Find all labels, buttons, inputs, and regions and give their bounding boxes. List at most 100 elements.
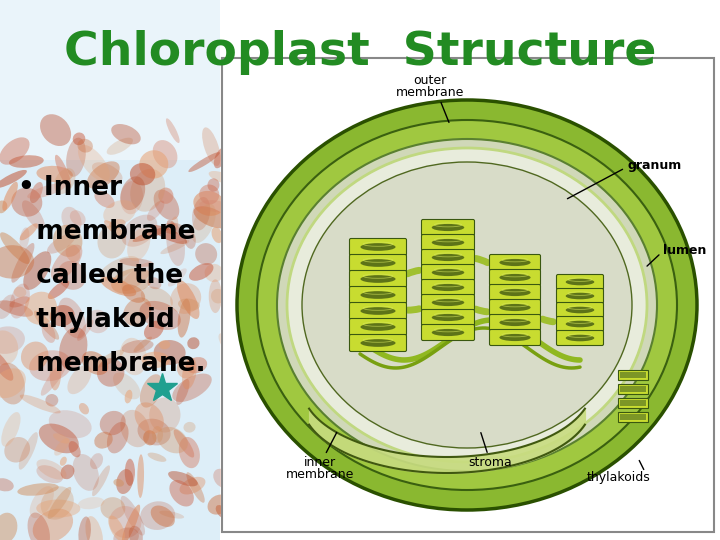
Ellipse shape (48, 487, 71, 519)
Ellipse shape (148, 453, 166, 462)
Ellipse shape (29, 350, 71, 381)
Ellipse shape (120, 258, 154, 267)
Ellipse shape (41, 487, 73, 519)
Ellipse shape (17, 483, 59, 496)
Ellipse shape (144, 321, 163, 340)
Ellipse shape (125, 458, 135, 486)
FancyBboxPatch shape (421, 219, 474, 235)
Ellipse shape (148, 277, 161, 289)
Ellipse shape (114, 479, 124, 487)
FancyBboxPatch shape (421, 265, 474, 280)
Ellipse shape (79, 403, 89, 414)
Ellipse shape (9, 155, 44, 168)
Ellipse shape (104, 220, 126, 238)
Ellipse shape (0, 478, 14, 491)
Ellipse shape (500, 259, 531, 266)
Ellipse shape (87, 161, 120, 189)
Ellipse shape (432, 269, 464, 276)
Ellipse shape (19, 432, 38, 470)
Ellipse shape (184, 229, 196, 249)
Ellipse shape (141, 352, 170, 368)
Ellipse shape (92, 163, 122, 183)
Ellipse shape (178, 299, 191, 338)
Ellipse shape (19, 224, 38, 240)
Ellipse shape (22, 200, 45, 230)
Ellipse shape (432, 299, 464, 306)
Ellipse shape (189, 152, 220, 172)
Ellipse shape (123, 298, 151, 326)
Bar (618, 398, 648, 408)
Ellipse shape (53, 433, 70, 443)
Ellipse shape (158, 187, 174, 204)
Bar (0, 0, 222, 540)
Ellipse shape (566, 307, 594, 313)
Ellipse shape (90, 453, 103, 469)
Ellipse shape (179, 437, 200, 468)
Bar (620, 414, 646, 420)
Ellipse shape (96, 350, 124, 368)
Ellipse shape (150, 225, 187, 244)
Ellipse shape (0, 170, 27, 188)
FancyBboxPatch shape (349, 319, 407, 335)
FancyBboxPatch shape (421, 309, 474, 326)
Ellipse shape (277, 139, 657, 471)
Ellipse shape (45, 394, 58, 407)
Ellipse shape (19, 395, 60, 414)
Ellipse shape (120, 338, 147, 375)
Text: thylakoids: thylakoids (586, 471, 650, 484)
Bar (0, 0, 222, 160)
Ellipse shape (86, 310, 109, 333)
Ellipse shape (213, 469, 231, 488)
Text: granum: granum (628, 159, 683, 172)
Ellipse shape (159, 511, 184, 518)
Ellipse shape (257, 120, 677, 490)
Ellipse shape (34, 310, 59, 340)
Bar (620, 386, 646, 392)
Ellipse shape (125, 390, 132, 403)
Ellipse shape (189, 263, 213, 281)
Ellipse shape (152, 426, 163, 443)
Ellipse shape (78, 516, 91, 540)
Ellipse shape (122, 262, 153, 291)
Ellipse shape (61, 207, 81, 233)
Ellipse shape (177, 280, 199, 319)
Ellipse shape (153, 190, 179, 220)
Ellipse shape (113, 373, 140, 400)
FancyBboxPatch shape (421, 294, 474, 310)
Text: called the: called the (18, 263, 183, 289)
FancyBboxPatch shape (490, 314, 541, 330)
Ellipse shape (500, 289, 531, 296)
Ellipse shape (40, 114, 71, 146)
Text: stroma: stroma (468, 456, 512, 469)
Ellipse shape (195, 243, 217, 265)
Ellipse shape (0, 232, 30, 264)
Ellipse shape (432, 314, 464, 321)
Ellipse shape (361, 275, 395, 283)
Ellipse shape (94, 191, 114, 208)
Ellipse shape (122, 284, 145, 303)
Ellipse shape (166, 223, 185, 266)
Ellipse shape (9, 284, 30, 319)
Ellipse shape (113, 528, 139, 540)
Ellipse shape (66, 138, 86, 177)
Ellipse shape (109, 506, 141, 538)
Ellipse shape (361, 243, 395, 251)
Ellipse shape (101, 276, 136, 296)
FancyBboxPatch shape (421, 280, 474, 295)
Ellipse shape (108, 516, 125, 540)
Ellipse shape (30, 182, 43, 203)
Ellipse shape (166, 118, 179, 143)
FancyBboxPatch shape (557, 274, 603, 289)
Ellipse shape (12, 243, 35, 283)
Text: membrane.: membrane. (18, 351, 206, 377)
Bar (620, 372, 646, 378)
Ellipse shape (103, 200, 136, 225)
Ellipse shape (0, 368, 26, 398)
Ellipse shape (99, 256, 139, 280)
Ellipse shape (176, 379, 189, 405)
Ellipse shape (150, 505, 175, 527)
Ellipse shape (101, 497, 125, 519)
Ellipse shape (0, 363, 25, 404)
FancyBboxPatch shape (421, 234, 474, 251)
Ellipse shape (194, 191, 225, 216)
